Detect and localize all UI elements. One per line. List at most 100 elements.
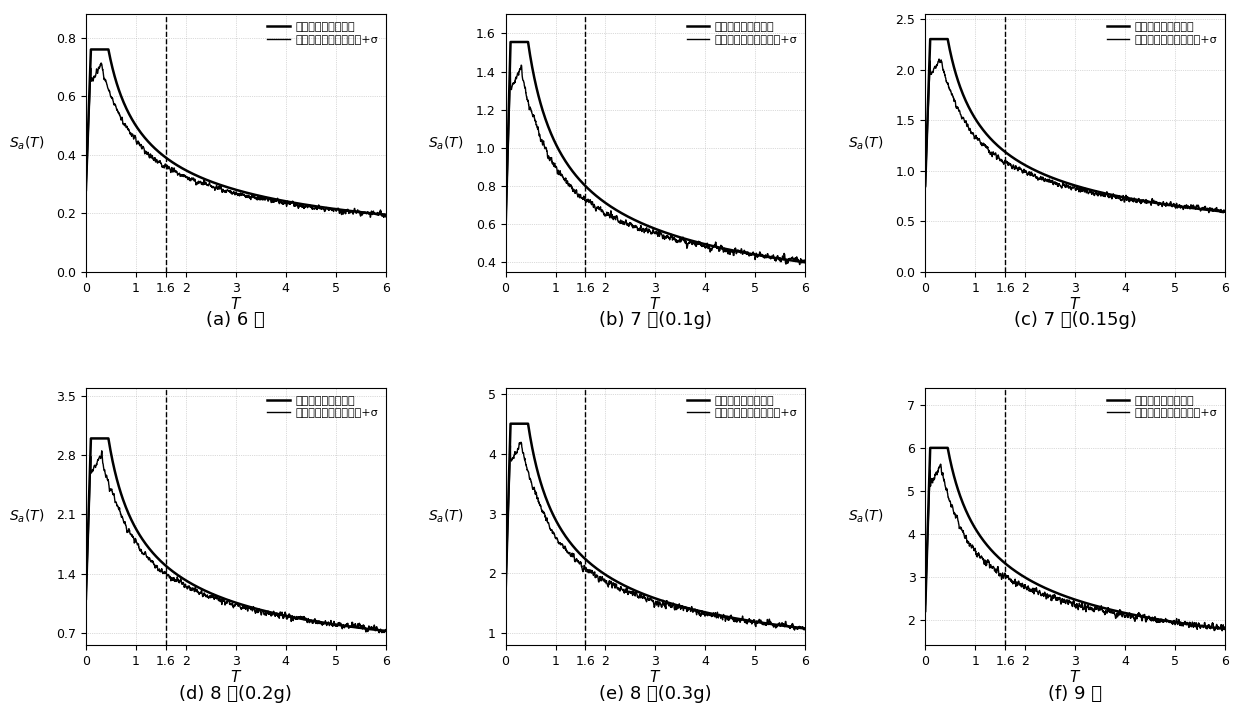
Text: (e) 8 度(0.3g): (e) 8 度(0.3g) (599, 685, 712, 703)
Text: (b) 7 度(0.1g): (b) 7 度(0.1g) (599, 311, 712, 329)
修正后的规范设计谱 (83, 434, 98, 442)
实际地震动平均反应谱+σ (670, 235, 684, 244)
修正后的规范设计谱 (278, 612, 293, 620)
实际地震动平均反应谱+σ (941, 494, 956, 503)
修正后的规范设计谱 (697, 608, 712, 617)
实际地震动平均反应谱+σ (498, 224, 513, 233)
X-axis label: $T$: $T$ (229, 296, 242, 312)
实际地震动平均反应谱+σ (114, 113, 129, 122)
修正后的规范设计谱 (918, 181, 932, 190)
实际地震动平均反应谱+σ (94, 59, 109, 67)
Line: 实际地震动平均反应谱+σ: 实际地震动平均反应谱+σ (506, 65, 805, 265)
实际地震动平均反应谱+σ (249, 606, 264, 614)
Text: (f) 9 度: (f) 9 度 (1048, 685, 1102, 703)
Line: 实际地震动平均反应谱+σ: 实际地震动平均反应谱+σ (86, 63, 386, 217)
实际地震动平均反应谱+σ (934, 460, 949, 468)
修正后的规范设计谱 (83, 52, 98, 61)
实际地震动平均反应谱+σ (797, 625, 812, 633)
实际地震动平均反应谱+σ (513, 61, 528, 70)
修正后的规范设计谱 (1218, 625, 1233, 633)
实际地震动平均反应谱+σ (941, 82, 956, 91)
修正后的规范设计谱 (502, 441, 517, 450)
实际地震动平均反应谱+σ (918, 601, 932, 609)
修正后的规范设计谱 (918, 607, 932, 615)
实际地震动平均反应谱+σ (522, 472, 537, 480)
实际地震动平均反应谱+σ (102, 87, 117, 95)
实际地震动平均反应谱+σ (1056, 597, 1071, 606)
Line: 修正后的规范设计谱: 修正后的规范设计谱 (506, 42, 805, 262)
修正后的规范设计谱 (923, 35, 937, 44)
修正后的规范设计谱 (83, 442, 98, 451)
Legend: 修正后的规范设计谱, 实际地震动平均反应谱+σ: 修正后的规范设计谱, 实际地震动平均反应谱+σ (265, 20, 381, 47)
实际地震动平均反应谱+σ (206, 183, 221, 191)
修正后的规范设计谱 (1117, 609, 1132, 617)
修正后的规范设计谱 (1090, 602, 1105, 610)
实际地震动平均反应谱+σ (94, 447, 109, 455)
X-axis label: $T$: $T$ (229, 670, 242, 685)
修正后的规范设计谱 (278, 196, 293, 205)
Y-axis label: $S_a(T)$: $S_a(T)$ (9, 508, 43, 526)
修正后的规范设计谱 (637, 590, 652, 599)
X-axis label: $T$: $T$ (650, 296, 662, 312)
X-axis label: $T$: $T$ (1069, 296, 1081, 312)
修正后的规范设计谱 (78, 594, 93, 603)
修正后的规范设计谱 (511, 419, 526, 428)
实际地震动平均反应谱+σ (670, 604, 684, 613)
实际地震动平均反应谱+σ (632, 226, 647, 234)
实际地震动平均反应谱+σ (102, 487, 117, 495)
修正后的规范设计谱 (91, 45, 105, 54)
实际地震动平均反应谱+σ (1045, 591, 1060, 599)
修正后的规范设计谱 (250, 605, 265, 614)
Line: 实际地震动平均反应谱+σ: 实际地震动平均反应谱+σ (925, 464, 1225, 631)
实际地震动平均反应谱+σ (792, 260, 807, 269)
Line: 实际地震动平均反应谱+σ: 实际地震动平均反应谱+σ (506, 442, 805, 630)
实际地震动平均反应谱+σ (212, 594, 227, 603)
Y-axis label: $S_a(T)$: $S_a(T)$ (848, 508, 883, 526)
实际地震动平均反应谱+σ (1218, 624, 1233, 632)
修正后的规范设计谱 (378, 211, 393, 219)
修正后的规范设计谱 (1117, 193, 1132, 201)
修正后的规范设计谱 (1090, 187, 1105, 196)
实际地震动平均反应谱+σ (534, 505, 549, 513)
实际地震动平均反应谱+σ (114, 513, 129, 521)
修正后的规范设计谱 (797, 258, 812, 267)
实际地震动平均反应谱+σ (534, 137, 549, 146)
Legend: 修正后的规范设计谱, 实际地震动平均反应谱+σ: 修正后的规范设计谱, 实际地震动平均反应谱+σ (684, 394, 800, 421)
实际地震动平均反应谱+σ (513, 438, 528, 447)
Y-axis label: $S_a(T)$: $S_a(T)$ (428, 134, 464, 152)
实际地震动平均反应谱+σ (954, 525, 968, 533)
实际地震动平均反应谱+σ (1052, 594, 1066, 603)
修正后的规范设计谱 (498, 226, 513, 234)
修正后的规范设计谱 (503, 38, 518, 47)
修正后的规范设计谱 (637, 220, 652, 229)
修正后的规范设计谱 (923, 465, 937, 473)
实际地震动平均反应谱+σ (931, 54, 946, 63)
实际地震动平均反应谱+σ (522, 105, 537, 114)
Legend: 修正后的规范设计谱, 实际地震动平均反应谱+σ: 修正后的规范设计谱, 实际地震动平均反应谱+σ (684, 20, 800, 47)
实际地震动平均反应谱+σ (632, 592, 647, 601)
Text: (a) 6 度: (a) 6 度 (206, 311, 265, 329)
实际地震动平均反应谱+σ (1052, 180, 1066, 189)
Line: 修正后的规范设计谱: 修正后的规范设计谱 (925, 39, 1225, 212)
修正后的规范设计谱 (503, 47, 518, 56)
实际地震动平均反应谱+σ (637, 593, 652, 602)
修正后的规范设计谱 (923, 452, 937, 460)
实际地震动平均反应谱+σ (377, 213, 392, 222)
修正后的规范设计谱 (250, 191, 265, 200)
Line: 修正后的规范设计谱: 修正后的规范设计谱 (86, 49, 386, 215)
Legend: 修正后的规范设计谱, 实际地震动平均反应谱+σ: 修正后的规范设计谱, 实际地震动平均反应谱+σ (265, 394, 381, 421)
修正后的规范设计谱 (670, 601, 684, 609)
修正后的规范设计谱 (1218, 207, 1233, 216)
修正后的规范设计谱 (1056, 178, 1071, 186)
修正后的规范设计谱 (923, 54, 937, 62)
修正后的规范设计谱 (511, 38, 526, 47)
X-axis label: $T$: $T$ (1069, 670, 1081, 685)
修正后的规范设计谱 (923, 444, 937, 452)
Legend: 修正后的规范设计谱, 实际地震动平均反应谱+σ: 修正后的规范设计谱, 实际地震动平均反应谱+σ (1105, 394, 1219, 421)
修正后的规范设计谱 (930, 35, 945, 44)
实际地震动平均反应谱+σ (1215, 209, 1230, 217)
修正后的规范设计谱 (218, 182, 233, 191)
Legend: 修正后的规范设计谱, 实际地震动平均反应谱+σ: 修正后的规范设计谱, 实际地震动平均反应谱+σ (1105, 20, 1219, 47)
修正后的规范设计谱 (797, 625, 812, 633)
实际地震动平均反应谱+σ (918, 181, 932, 189)
